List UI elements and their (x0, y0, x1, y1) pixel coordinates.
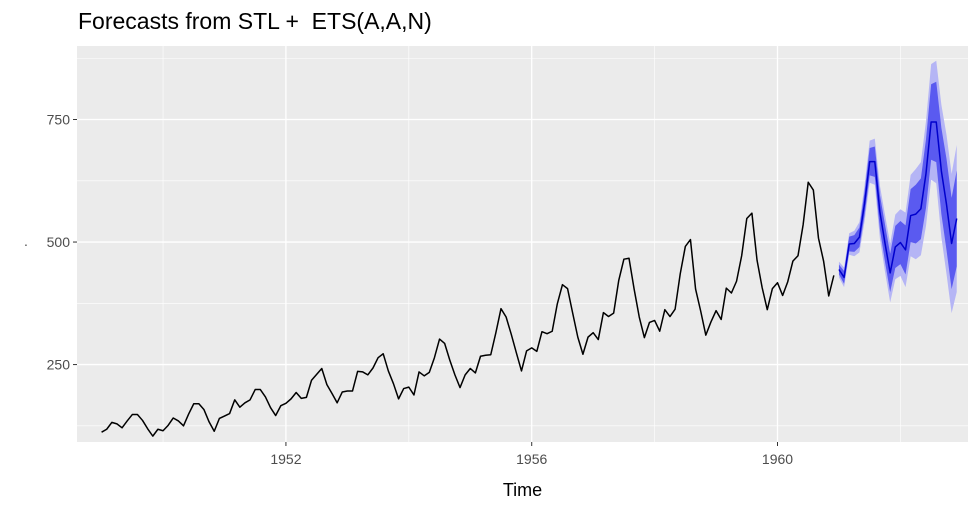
plot-panel (77, 46, 968, 442)
forecast-series-line (838, 121, 958, 279)
x-tick-label: 1956 (516, 451, 547, 467)
forecast-band-80 (838, 81, 957, 293)
tick-labels: 1952 1956 1960 250 500 750 (47, 112, 794, 467)
forecast-band-95 (838, 60, 957, 314)
forecast-intervals (838, 60, 957, 314)
observed-series-line (101, 181, 835, 437)
y-tick-label: 250 (47, 357, 71, 373)
x-tick-label: 1952 (270, 451, 301, 467)
axis-ticks (73, 119, 779, 446)
y-tick-label: 750 (47, 112, 71, 128)
x-tick-label: 1960 (762, 451, 793, 467)
x-axis-title: Time (503, 480, 542, 500)
chart-title: Forecasts from STL + ETS(A,A,N) (78, 8, 432, 34)
series-lines (101, 121, 958, 437)
minor-gridlines (77, 46, 968, 442)
y-axis-mark: . (24, 233, 28, 249)
y-tick-label: 500 (47, 234, 71, 250)
